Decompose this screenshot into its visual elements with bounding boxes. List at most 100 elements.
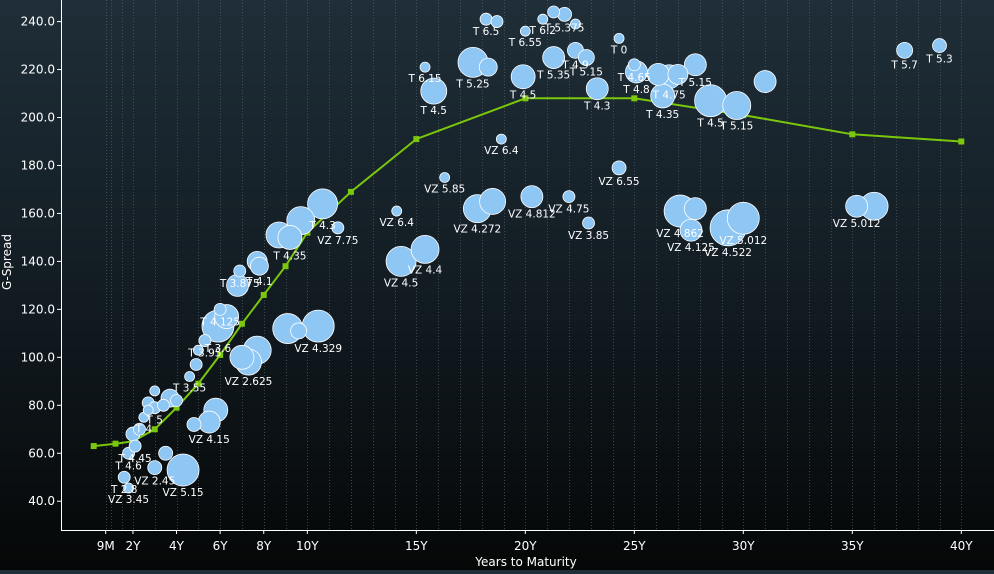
bond-bubble[interactable] <box>149 385 161 397</box>
bond-bubble[interactable] <box>542 46 566 69</box>
bubble-label: VZ 6.4 <box>379 217 414 229</box>
bubble-label: T 0 <box>610 44 627 56</box>
bond-bubble[interactable] <box>133 422 146 436</box>
bond-bubble[interactable] <box>233 264 247 278</box>
bubble-label: VZ 5.012 <box>833 218 881 230</box>
bond-bubble[interactable] <box>166 453 200 487</box>
bubble-label: VZ 4.812 <box>508 209 556 221</box>
bond-bubble[interactable] <box>277 225 303 250</box>
bubble-label: VZ 4.15 <box>189 434 230 446</box>
bond-bubble[interactable] <box>490 15 504 28</box>
x-tick-label: 40Y <box>950 539 973 553</box>
bond-bubble[interactable] <box>495 133 507 145</box>
bond-bubble[interactable] <box>613 32 625 44</box>
bond-bubble[interactable] <box>331 221 345 235</box>
curve-point <box>347 188 354 195</box>
bond-bubble[interactable] <box>520 185 544 209</box>
bubble-label: T 4.3 <box>308 220 335 232</box>
bubble-label: T 4.35 <box>645 109 679 121</box>
x-tick-label: 8Y <box>256 539 272 553</box>
bond-bubble[interactable] <box>547 5 561 19</box>
bond-bubble[interactable] <box>570 18 581 30</box>
y-tick-label: 220.0 <box>21 63 55 77</box>
bond-bubble[interactable] <box>170 394 183 407</box>
bond-bubble[interactable] <box>117 470 131 484</box>
bond-bubble[interactable] <box>896 41 914 59</box>
bond-bubble[interactable] <box>683 53 707 77</box>
bond-bubble[interactable] <box>385 246 417 277</box>
bubble-label: VZ 2.625 <box>225 376 273 388</box>
bond-bubble[interactable] <box>197 410 221 434</box>
curve-point <box>217 351 224 358</box>
bond-bubble[interactable] <box>301 309 335 343</box>
bond-bubble[interactable] <box>184 371 196 382</box>
bond-bubble[interactable] <box>123 482 134 494</box>
bond-bubble[interactable] <box>410 235 440 264</box>
bond-bubble[interactable] <box>478 57 498 77</box>
bond-bubble[interactable] <box>694 84 728 118</box>
bubble-label: VZ 6.4 <box>484 145 519 157</box>
bond-bubble[interactable] <box>142 404 154 416</box>
bond-bubble[interactable] <box>627 58 641 72</box>
bond-bubble[interactable] <box>577 49 595 66</box>
bond-bubble[interactable] <box>519 25 531 37</box>
bond-bubble[interactable] <box>147 460 163 476</box>
bond-bubble[interactable] <box>198 334 212 347</box>
bond-bubble[interactable] <box>391 205 403 217</box>
x-tick-label: 25Y <box>623 539 646 553</box>
grid-lines <box>106 0 962 530</box>
bond-bubble[interactable] <box>213 302 227 316</box>
bubble-label: VZ 2.45 <box>134 476 175 488</box>
bubble-label: T 4.5 <box>420 105 447 117</box>
y-tick-label: 80.0 <box>28 398 55 412</box>
bond-bubble[interactable] <box>439 172 451 183</box>
bond-bubble[interactable] <box>585 77 609 101</box>
bond-bubble[interactable] <box>420 77 448 105</box>
bond-bubble[interactable] <box>753 70 777 93</box>
bond-bubble[interactable] <box>249 256 269 276</box>
curve-point <box>151 426 158 433</box>
curve-point <box>195 380 202 387</box>
y-tick-label: 120.0 <box>21 302 55 316</box>
bond-bubble[interactable] <box>679 218 703 242</box>
bond-bubble[interactable] <box>419 61 431 73</box>
bubble-label: T 4 <box>135 423 153 435</box>
bond-bubble[interactable] <box>510 64 536 90</box>
bond-bubble[interactable] <box>229 344 255 370</box>
curve-point <box>849 131 856 138</box>
bond-bubble[interactable] <box>562 190 576 204</box>
bond-bubble[interactable] <box>726 201 760 235</box>
curve-point <box>631 95 638 102</box>
bond-bubble[interactable] <box>479 12 493 26</box>
bubble-label: T 3.95 <box>187 348 221 360</box>
bond-bubble[interactable] <box>290 322 308 340</box>
bond-bubble[interactable] <box>722 91 752 120</box>
bubble-label: T 4.3 <box>583 101 610 113</box>
bond-bubble[interactable] <box>611 160 627 176</box>
bond-bubble[interactable] <box>186 417 202 432</box>
bubble-label: VZ 4.862 <box>656 228 704 240</box>
x-axis-ticks: 9M 2Y 4Y 6Y 8Y 10Y 15Y 20Y 25Y 30Y 35Y 40Y <box>97 530 973 553</box>
bond-bubble[interactable] <box>128 439 142 453</box>
bond-bubble[interactable] <box>157 398 170 412</box>
bond-bubble[interactable] <box>307 188 338 220</box>
bond-bubble[interactable] <box>667 63 689 85</box>
bond-bubble[interactable] <box>192 344 204 356</box>
bond-bubble[interactable] <box>582 216 595 230</box>
bond-bubble[interactable] <box>683 197 707 221</box>
bond-bubble[interactable] <box>189 358 203 371</box>
bond-bubble[interactable] <box>537 13 549 25</box>
bond-bubble[interactable] <box>479 188 507 215</box>
x-tick-label: 15Y <box>405 539 428 553</box>
y-tick-label: 140.0 <box>21 254 55 268</box>
bubble-label: VZ 4.522 <box>704 247 752 259</box>
bond-bubble[interactable] <box>845 194 869 218</box>
curve-point <box>522 95 529 102</box>
bubble-label: T 4.35 <box>272 250 306 262</box>
bond-bubble[interactable] <box>932 38 947 53</box>
y-axis-ticks: 40.0 60.0 80.0 100.0 120.0 140.0 160.0 180.0 200… <box>21 15 61 508</box>
bubble-label: T 6.5 <box>472 26 499 38</box>
bubble-label: T 5.15 <box>678 77 712 89</box>
bond-bubble[interactable] <box>557 6 572 22</box>
bond-bubble[interactable] <box>158 445 174 461</box>
